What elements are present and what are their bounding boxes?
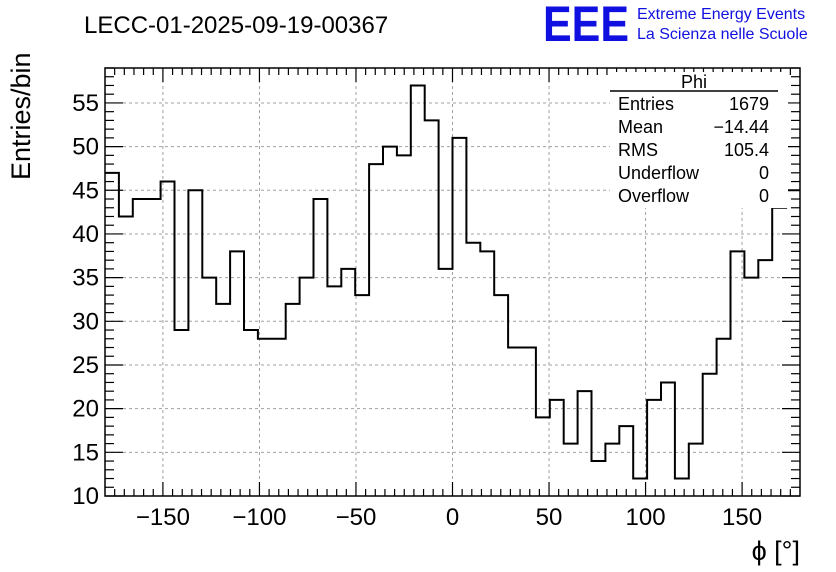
x-axis-label: ϕ [°] <box>752 536 800 566</box>
x-tick-label: 0 <box>446 504 459 531</box>
plot-frame <box>104 67 801 497</box>
y-tick-label: 15 <box>72 439 99 466</box>
histogram-line <box>105 84 800 480</box>
x-tick-label: 50 <box>536 504 563 531</box>
y-tick-label: 10 <box>72 483 99 510</box>
x-tick-label: 150 <box>722 504 762 531</box>
stats-row-value: −14.44 <box>713 117 769 137</box>
y-tick-label: 35 <box>72 265 99 292</box>
chart-title: LECC-01-2025-09-19-00367 <box>84 12 388 39</box>
stats-row-value: 0 <box>759 186 769 206</box>
y-tick-label: 45 <box>72 177 99 204</box>
stats-row-value: 1679 <box>729 94 769 114</box>
stats-row-label: RMS <box>618 140 658 160</box>
stats-row-value: 105.4 <box>724 140 769 160</box>
stats-row-value: 0 <box>759 163 769 183</box>
x-tick-label: −100 <box>232 504 286 531</box>
stats-box: Phi Entries 1679 Mean −14.44 RMS 105.4 Underfl… <box>610 72 788 208</box>
x-tick-label: −50 <box>336 504 377 531</box>
x-tick-label: −150 <box>136 504 190 531</box>
x-tick-label: 100 <box>626 504 666 531</box>
x-tick-labels: −150 −100 −50 0 50 100 150 <box>136 504 762 531</box>
stats-box-name: Phi <box>681 72 707 92</box>
logo-line-2: La Scienza nelle Scuole <box>637 26 808 43</box>
y-tick-label: 30 <box>72 308 99 335</box>
stats-rows: Entries 1679 Mean −14.44 RMS 105.4 Underflow 0 O… <box>618 94 769 206</box>
stats-row-label: Mean <box>618 117 663 137</box>
logo-line-1: Extreme Energy Events <box>637 6 805 23</box>
stats-box-background <box>610 72 788 208</box>
y-tick-label: 20 <box>72 396 99 423</box>
y-axis-label: Entries/bin <box>6 52 36 180</box>
eee-logo: EEE <box>543 0 629 52</box>
y-tick-label: 50 <box>72 134 99 161</box>
y-tick-label: 40 <box>72 221 99 248</box>
stats-row-label: Entries <box>618 94 674 114</box>
stats-row-label: Overflow <box>618 186 690 206</box>
stats-row-label: Underflow <box>618 163 700 183</box>
y-tick-labels: 10 15 20 25 30 35 40 45 50 55 <box>72 90 99 510</box>
y-tick-label: 25 <box>72 352 99 379</box>
y-tick-label: 55 <box>72 90 99 117</box>
